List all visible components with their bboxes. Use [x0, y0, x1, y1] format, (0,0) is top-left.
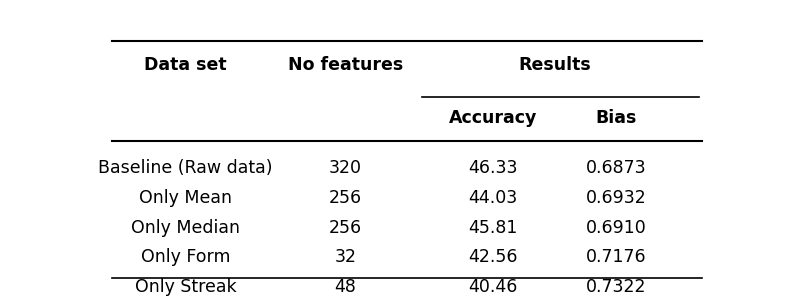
Text: 0.6873: 0.6873 — [586, 159, 646, 177]
Text: No features: No features — [287, 56, 403, 74]
Text: Accuracy: Accuracy — [449, 109, 538, 127]
Text: 320: 320 — [329, 159, 362, 177]
Text: 256: 256 — [329, 219, 362, 237]
Text: Only Median: Only Median — [131, 219, 240, 237]
Text: 46.33: 46.33 — [468, 159, 518, 177]
Text: 44.03: 44.03 — [468, 189, 518, 207]
Text: 40.46: 40.46 — [468, 278, 518, 296]
Text: 42.56: 42.56 — [468, 249, 518, 266]
Text: 45.81: 45.81 — [468, 219, 518, 237]
Text: 0.6932: 0.6932 — [586, 189, 646, 207]
Text: Results: Results — [518, 56, 591, 74]
Text: Data set: Data set — [144, 56, 227, 74]
Text: Only Form: Only Form — [141, 249, 230, 266]
Text: Bias: Bias — [596, 109, 637, 127]
Text: Only Streak: Only Streak — [135, 278, 236, 296]
Text: Baseline (Raw data): Baseline (Raw data) — [98, 159, 272, 177]
Text: Only Mean: Only Mean — [139, 189, 232, 207]
Text: 256: 256 — [329, 189, 362, 207]
Text: 32: 32 — [334, 249, 357, 266]
Text: 48: 48 — [334, 278, 357, 296]
Text: 0.6910: 0.6910 — [586, 219, 646, 237]
Text: 0.7322: 0.7322 — [586, 278, 646, 296]
Text: 0.7176: 0.7176 — [586, 249, 646, 266]
